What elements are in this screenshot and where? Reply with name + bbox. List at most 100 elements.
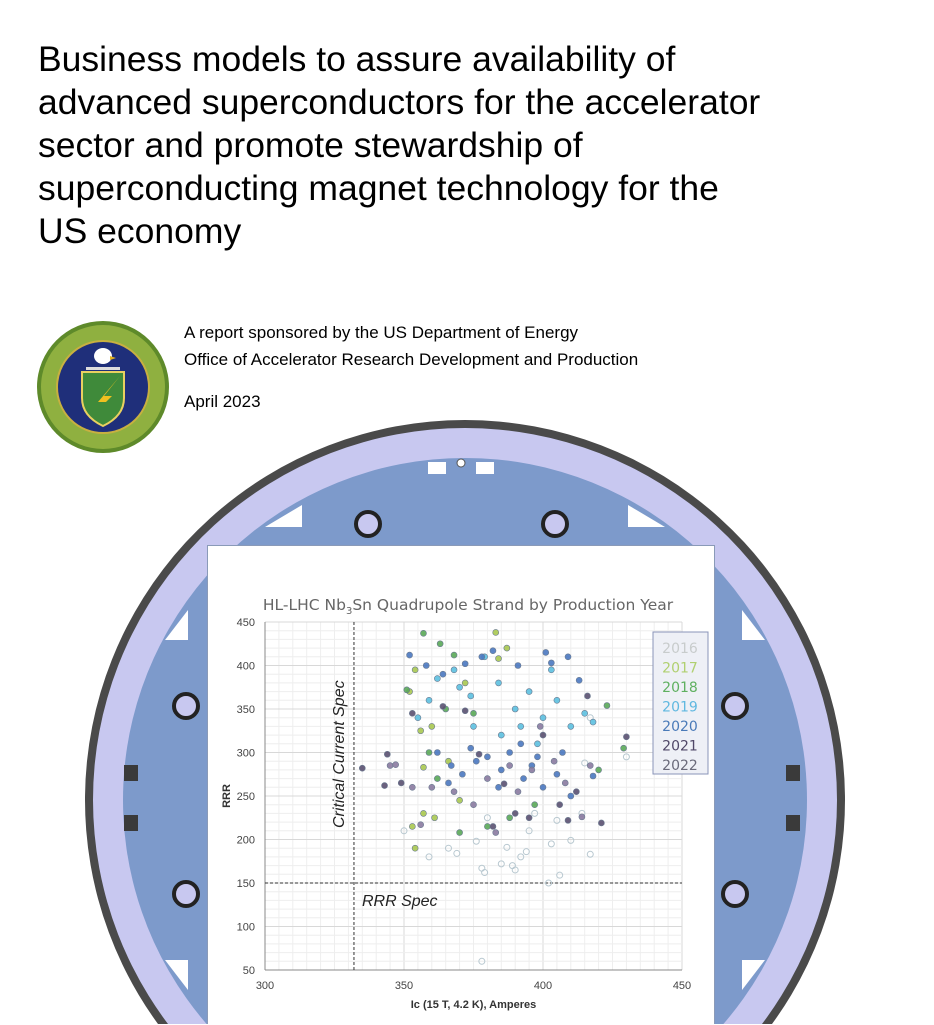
legend-entry-2018: 2018: [662, 680, 698, 696]
data-point-2021: [439, 703, 447, 710]
data-point-2021: [556, 801, 563, 809]
data-point-2018: [436, 640, 444, 648]
data-point-2022: [392, 761, 399, 768]
data-point-2017: [420, 810, 427, 817]
data-point-2016: [453, 849, 461, 857]
data-point-2016: [567, 836, 575, 844]
data-point-2021: [489, 823, 497, 830]
data-point-2021: [564, 817, 572, 824]
data-point-2018: [506, 814, 513, 822]
data-point-2020: [422, 662, 430, 669]
legend-entry-2017: 2017: [662, 661, 698, 677]
x-tick-label: 350: [395, 980, 413, 992]
data-point-2016: [545, 879, 553, 887]
data-point-2019: [497, 731, 505, 739]
holes: [172, 510, 749, 908]
y-tick-label: 400: [237, 661, 255, 673]
data-point-2019: [434, 675, 441, 682]
data-point-2017: [495, 655, 502, 662]
chart-title: HL-LHC Nb3Sn Quadrupole Strand by Produc…: [263, 596, 674, 617]
data-point-2019: [425, 697, 433, 704]
data-point-2018: [470, 710, 477, 717]
data-point-2019: [467, 692, 475, 700]
data-point-2020: [539, 784, 547, 791]
data-point-2016: [400, 827, 408, 835]
data-point-2021: [359, 764, 366, 772]
data-point-2020: [484, 753, 491, 761]
data-point-2020: [461, 660, 469, 668]
data-point-2016: [481, 869, 489, 877]
data-point-2019: [511, 705, 519, 713]
title-line: US economy: [38, 211, 242, 251]
data-point-2019: [589, 718, 597, 726]
data-point-2020: [506, 749, 513, 756]
data-point-2018: [620, 744, 627, 752]
data-point-2016: [425, 853, 433, 861]
data-point-2016: [622, 753, 630, 761]
data-point-2016: [553, 816, 561, 824]
data-point-2020: [495, 784, 502, 791]
title-line: Business models to assure availability o…: [38, 39, 676, 79]
data-point-2020: [472, 757, 480, 765]
sponsor-line: A report sponsored by the US Department …: [184, 323, 579, 342]
data-point-2021: [584, 692, 591, 700]
report-date: April 2023: [184, 392, 261, 411]
data-point-2016: [478, 864, 486, 872]
data-point-2021: [598, 819, 605, 827]
data-point-2020: [520, 775, 527, 782]
legend-entry-2016: 2016: [662, 641, 698, 657]
data-point-2020: [564, 653, 572, 661]
data-point-2019: [470, 723, 477, 730]
data-point-2020: [489, 647, 497, 655]
data-point-2022: [484, 775, 491, 782]
data-point-2018: [603, 702, 611, 709]
data-point-2022: [514, 788, 522, 795]
data-point-2020: [553, 770, 561, 778]
data-point-2017: [411, 666, 419, 674]
legend-entry-2022: 2022: [662, 758, 698, 774]
data-point-2017: [492, 629, 500, 636]
y-tick-label: 50: [243, 965, 255, 977]
data-point-2019: [414, 714, 422, 721]
data-point-2022: [578, 813, 586, 821]
data-point-2020: [445, 779, 452, 787]
data-point-2016: [503, 843, 511, 851]
data-point-2020: [467, 744, 475, 752]
data-point-2019: [548, 666, 555, 674]
data-point-2020: [517, 740, 525, 748]
data-point-2022: [561, 779, 569, 787]
x-tick-label: 400: [534, 980, 552, 992]
y-tick-label: 450: [237, 617, 255, 629]
data-point-2022: [492, 829, 500, 836]
data-point-2020: [406, 651, 413, 659]
data-point-2019: [534, 740, 541, 748]
data-point-2022: [586, 762, 594, 769]
data-point-2018: [456, 829, 463, 836]
data-point-2018: [531, 801, 538, 809]
data-point-2019: [450, 666, 458, 674]
y-tick-label: 350: [237, 704, 255, 716]
legend-entry-2020: 2020: [662, 719, 698, 735]
legend-box: [652, 631, 709, 775]
data-point-2016: [517, 853, 525, 861]
data-point-2022: [506, 762, 513, 769]
data-point-2021: [409, 710, 416, 717]
data-point-2017: [461, 679, 469, 687]
data-point-2022: [417, 821, 424, 829]
data-point-2020: [459, 770, 466, 778]
data-point-2019: [495, 679, 502, 687]
x-tick-label: 450: [673, 980, 691, 992]
data-point-2022: [528, 766, 536, 774]
data-point-2016: [547, 840, 555, 848]
data-point-2022: [409, 784, 416, 791]
data-point-2018: [425, 749, 433, 756]
data-point-2016: [511, 866, 519, 874]
y-tick-label: 200: [237, 835, 255, 847]
data-point-2022: [550, 757, 558, 765]
office-line: Office of Accelerator Research Developme…: [184, 350, 639, 369]
data-point-2021: [573, 788, 580, 795]
data-point-2016: [472, 837, 480, 845]
data-point-2021: [475, 750, 483, 758]
doe-seal-logo: [37, 321, 169, 453]
data-point-2021: [511, 810, 519, 817]
